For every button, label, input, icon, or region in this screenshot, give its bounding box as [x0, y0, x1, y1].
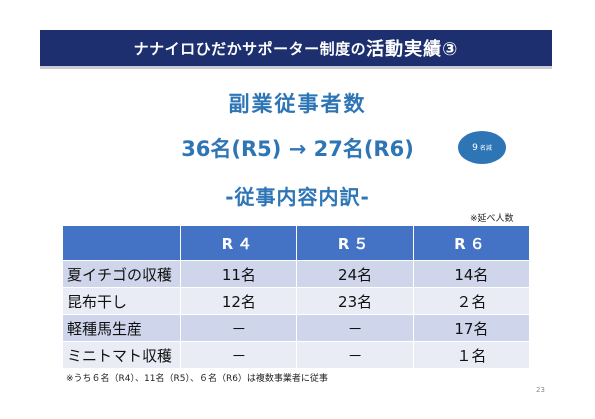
- table-cell: ２名: [412, 287, 531, 315]
- table-header-row: R４ R５ R６: [61, 225, 531, 261]
- row-label: 夏イチゴの収穫: [61, 260, 182, 288]
- row-label: 軽種馬生産: [61, 314, 182, 342]
- table-cell: 23名: [296, 287, 414, 315]
- table-cell: 11名: [180, 260, 298, 288]
- table-cell: －: [296, 314, 414, 342]
- row-label: ミニトマト収穫: [61, 341, 182, 369]
- badge-unit: 名減: [479, 145, 492, 152]
- table-header-cell: [61, 225, 182, 261]
- table-header-cell: R５: [296, 225, 414, 261]
- page-heading: 副業従事者数: [228, 92, 367, 116]
- table-cell: －: [296, 341, 414, 369]
- page-number: 23: [536, 386, 545, 394]
- table-header-cell: R４: [180, 225, 298, 261]
- table-row: ミニトマト収穫 － － １名: [61, 341, 531, 369]
- comparison-text: 36名(R5) → 27名(R6): [181, 137, 414, 161]
- top-note: ※延べ人数: [470, 214, 514, 224]
- table-cell: 17名: [412, 314, 531, 342]
- breakdown-table: R４ R５ R６ 夏イチゴの収穫 11名 24名 14名 昆布干し 12名 23…: [61, 225, 531, 369]
- badge-value: 9: [472, 142, 478, 153]
- slide-title-bar: ナナイロひだかサポーター制度の 活動実績③: [40, 30, 552, 69]
- table-row: 夏イチゴの収穫 11名 24名 14名: [61, 260, 531, 288]
- table-cell: 24名: [296, 260, 414, 288]
- table-cell: １名: [412, 341, 531, 369]
- footnote: ※うち６名（R4）、11名（R5）、６名（R6）は複数事業者に従事: [66, 374, 328, 384]
- table-row: 昆布干し 12名 23名 ２名: [61, 287, 531, 315]
- table-row: 軽種馬生産 － － 17名: [61, 314, 531, 342]
- table-cell: 14名: [412, 260, 531, 288]
- slide-title-text: ナナイロひだかサポーター制度の: [133, 39, 367, 58]
- decrease-badge: 9 名減: [458, 131, 506, 164]
- row-label: 昆布干し: [61, 287, 182, 315]
- table-cell: －: [180, 314, 298, 342]
- table-cell: －: [180, 341, 298, 369]
- table-header-cell: R６: [412, 225, 531, 261]
- table-cell: 12名: [180, 287, 298, 315]
- slide-title-emphasis: 活動実績③: [366, 39, 459, 60]
- subheading: -従事内容内訳-: [225, 185, 370, 209]
